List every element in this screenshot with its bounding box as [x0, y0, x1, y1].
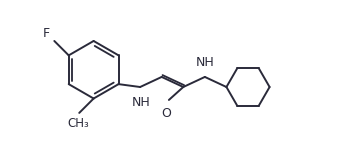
Text: NH: NH	[131, 96, 150, 109]
Text: NH: NH	[196, 56, 215, 69]
Text: F: F	[43, 27, 50, 40]
Text: O: O	[161, 107, 171, 120]
Text: CH₃: CH₃	[67, 117, 89, 130]
